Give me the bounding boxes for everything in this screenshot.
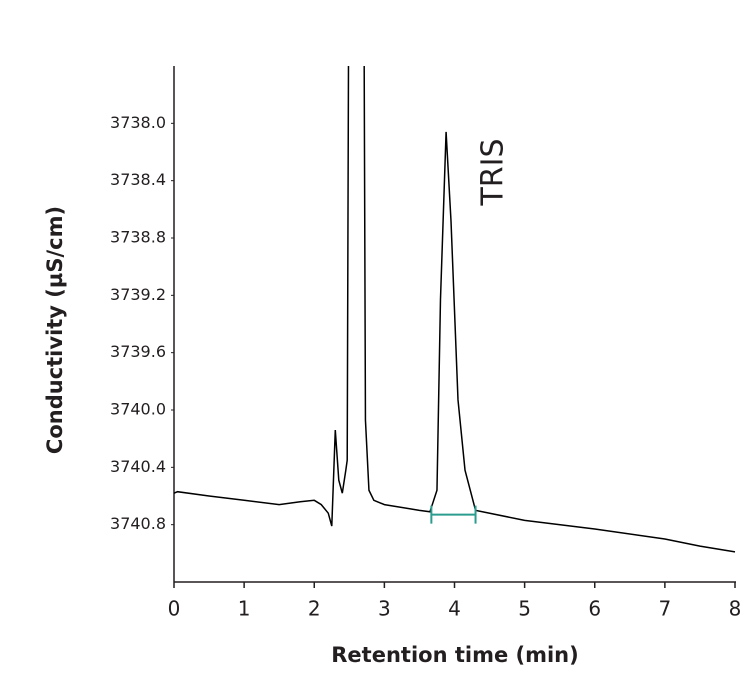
x-tick-label: 1 (238, 597, 251, 621)
x-tick-label: 8 (729, 597, 742, 621)
y-tick-label: 3738.0 (110, 113, 166, 132)
x-tick-label: 4 (448, 597, 461, 621)
x-tick-label: 0 (168, 597, 181, 621)
x-tick-label: 2 (308, 597, 321, 621)
trace (174, 66, 736, 553)
y-tick-label: 3739.2 (110, 285, 166, 304)
y-tick-label: 3739.6 (110, 342, 166, 361)
y-tick-label: 3740.8 (110, 514, 166, 533)
x-tick-label: 3 (378, 597, 391, 621)
y-tick-label: 3738.8 (110, 228, 166, 247)
y-tick-label: 3740.4 (110, 457, 166, 476)
x-tick-label: 5 (518, 597, 531, 621)
y-tick-label: 3740.0 (110, 400, 166, 419)
x-tick-label: 7 (659, 597, 672, 621)
y-tick-label: 3738.4 (110, 170, 166, 189)
x-axis-label: Retention time (min) (331, 643, 578, 667)
x-tick-label: 6 (588, 597, 601, 621)
annotation: TRIS (476, 138, 511, 206)
y-axis-label: Conductivity (µS/cm) (43, 206, 67, 454)
